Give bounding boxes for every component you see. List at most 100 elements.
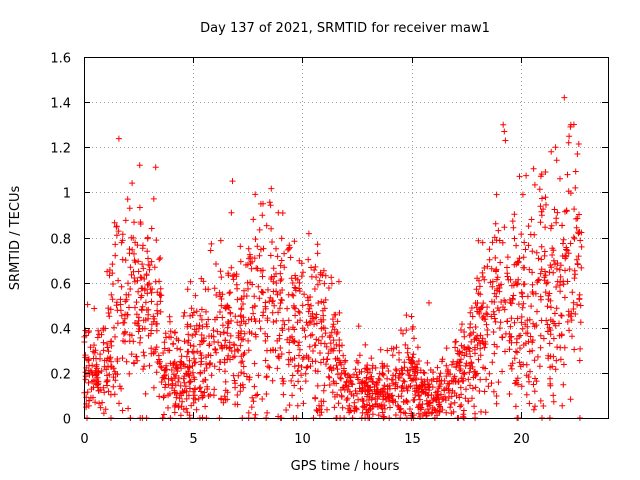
data-point bbox=[193, 322, 200, 329]
data-point bbox=[490, 388, 497, 395]
data-point bbox=[146, 362, 153, 369]
data-point bbox=[340, 352, 347, 359]
data-point bbox=[485, 383, 492, 390]
data-point bbox=[243, 262, 249, 268]
data-point bbox=[532, 403, 538, 410]
data-point bbox=[356, 369, 363, 376]
data-point bbox=[443, 345, 450, 352]
data-point bbox=[298, 372, 305, 379]
data-point bbox=[246, 255, 252, 262]
data-point bbox=[553, 215, 560, 222]
data-point bbox=[219, 314, 226, 321]
data-point bbox=[187, 278, 194, 285]
data-point bbox=[206, 341, 213, 347]
data-point bbox=[316, 412, 323, 419]
data-point bbox=[390, 345, 397, 352]
data-point bbox=[364, 366, 371, 373]
data-point bbox=[309, 358, 316, 365]
data-point bbox=[296, 288, 303, 295]
data-point bbox=[201, 335, 207, 342]
data-point bbox=[311, 267, 318, 273]
y-tick-label: 0.2 bbox=[50, 368, 71, 383]
data-point bbox=[264, 333, 271, 340]
data-point bbox=[550, 269, 557, 276]
data-point bbox=[304, 322, 311, 329]
data-point bbox=[376, 370, 383, 377]
data-point bbox=[212, 316, 218, 323]
data-point bbox=[231, 353, 238, 360]
data-point bbox=[116, 383, 123, 390]
data-point bbox=[119, 407, 126, 414]
data-point bbox=[251, 293, 258, 300]
data-point bbox=[497, 259, 504, 266]
data-point bbox=[270, 265, 277, 272]
data-point bbox=[112, 333, 118, 340]
data-point bbox=[529, 281, 536, 288]
data-point bbox=[414, 344, 421, 351]
data-point bbox=[436, 409, 443, 415]
data-point bbox=[490, 308, 497, 315]
data-point bbox=[305, 354, 312, 361]
data-point bbox=[125, 405, 132, 412]
data-point bbox=[289, 280, 296, 286]
data-point bbox=[401, 359, 408, 366]
data-point bbox=[173, 372, 179, 379]
data-point bbox=[480, 300, 487, 307]
data-point bbox=[291, 338, 298, 344]
data-point bbox=[314, 281, 321, 288]
data-point bbox=[403, 327, 410, 334]
data-point bbox=[326, 382, 333, 388]
data-point bbox=[222, 378, 229, 385]
data-point bbox=[234, 392, 241, 398]
data-point bbox=[178, 353, 185, 360]
data-point bbox=[572, 311, 579, 317]
data-point bbox=[224, 319, 231, 326]
data-point bbox=[559, 253, 566, 259]
data-point bbox=[502, 137, 509, 144]
data-point bbox=[275, 309, 282, 316]
data-point bbox=[286, 242, 293, 249]
data-point bbox=[95, 387, 102, 394]
data-point bbox=[299, 302, 306, 309]
data-point bbox=[221, 329, 227, 336]
data-point bbox=[234, 296, 241, 303]
data-point bbox=[384, 390, 391, 397]
data-point bbox=[314, 241, 321, 248]
data-point bbox=[518, 231, 525, 238]
data-point bbox=[166, 313, 173, 320]
data-point bbox=[123, 291, 130, 298]
data-point bbox=[278, 351, 285, 357]
data-point bbox=[237, 342, 244, 349]
data-point bbox=[96, 331, 103, 338]
data-point bbox=[508, 300, 515, 307]
data-point bbox=[243, 293, 250, 299]
data-point bbox=[235, 347, 242, 354]
data-point bbox=[545, 352, 552, 359]
data-point bbox=[89, 362, 96, 369]
data-point bbox=[566, 133, 573, 140]
data-point bbox=[130, 338, 137, 345]
data-point bbox=[275, 353, 282, 360]
data-point bbox=[323, 356, 330, 363]
data-point bbox=[243, 373, 250, 380]
data-point bbox=[458, 402, 465, 408]
data-point bbox=[211, 363, 218, 370]
data-point bbox=[111, 391, 118, 398]
data-point bbox=[437, 370, 444, 377]
data-point bbox=[312, 263, 319, 270]
data-point bbox=[266, 298, 273, 305]
data-point bbox=[135, 314, 142, 321]
data-point bbox=[406, 406, 413, 412]
data-point bbox=[374, 386, 381, 393]
data-point bbox=[300, 269, 306, 276]
data-point bbox=[569, 333, 575, 340]
data-point bbox=[305, 308, 312, 315]
data-point bbox=[463, 346, 470, 353]
data-point bbox=[108, 363, 115, 370]
data-point bbox=[467, 324, 473, 331]
data-point bbox=[509, 218, 516, 225]
data-point bbox=[153, 369, 160, 376]
data-point bbox=[552, 322, 559, 329]
data-point bbox=[289, 333, 295, 340]
data-point bbox=[369, 394, 376, 401]
